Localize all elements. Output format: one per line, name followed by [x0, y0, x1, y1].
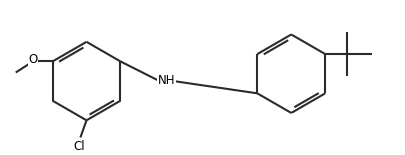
Text: Cl: Cl: [73, 140, 85, 153]
Text: NH: NH: [157, 74, 175, 87]
Text: O: O: [28, 53, 37, 66]
